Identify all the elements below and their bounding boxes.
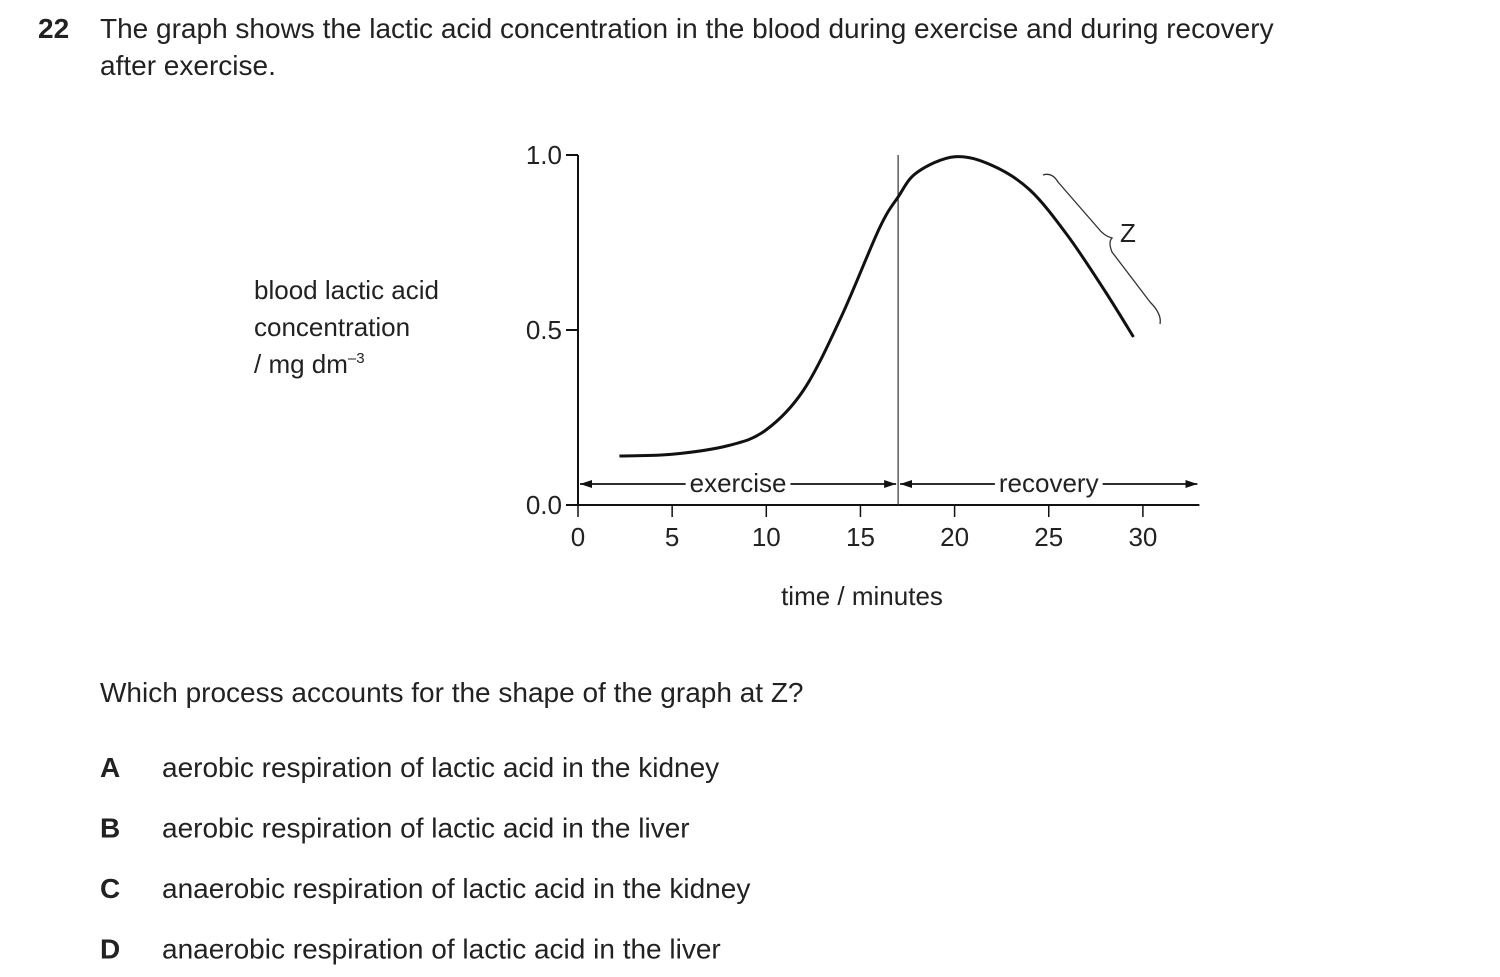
phase-label: exercise (690, 468, 787, 498)
question-number: 22 (38, 13, 69, 44)
y-axis-label: blood lactic acid (254, 275, 439, 305)
option-text: anaerobic respiration of lactic acid in … (162, 873, 750, 904)
annotation-z: Z (1120, 218, 1136, 248)
y-tick-label: 1.0 (526, 140, 562, 170)
z-bracket (1042, 173, 1161, 325)
x-tick-label: 25 (1034, 522, 1063, 552)
unit-exponent: –3 (348, 350, 365, 367)
option-letter: C (100, 873, 120, 904)
x-tick-label: 0 (571, 522, 585, 552)
x-tick-label: 5 (665, 522, 679, 552)
prompt: Which process accounts for the shape of … (100, 677, 804, 708)
x-tick-label: 10 (752, 522, 781, 552)
y-tick-label: 0.0 (526, 490, 562, 520)
option-text: aerobic respiration of lactic acid in th… (162, 813, 690, 844)
y-tick-label: 0.5 (526, 315, 562, 345)
y-axis-unit: / mg dm–3 (254, 349, 365, 379)
unit: / mg dm (254, 349, 348, 379)
option-text: anaerobic respiration of lactic acid in … (162, 934, 721, 965)
x-tick-label: 30 (1128, 522, 1157, 552)
question-text: after exercise. (100, 50, 276, 81)
phase-label-bg (685, 480, 791, 488)
data-line (619, 155, 1135, 458)
y-axis-label: concentration (254, 312, 410, 342)
phase-label: recovery (999, 468, 1099, 498)
x-axis-label: time / minutes (781, 581, 943, 611)
option-letter: B (100, 813, 120, 844)
question-text: The graph shows the lactic acid concentr… (100, 13, 1274, 44)
option-text: aerobic respiration of lactic acid in th… (162, 752, 719, 783)
x-tick-label: 20 (940, 522, 969, 552)
option-letter: A (100, 752, 120, 783)
phase-label-bg (994, 480, 1103, 488)
x-tick-label: 15 (846, 522, 875, 552)
option-letter: D (100, 934, 120, 965)
